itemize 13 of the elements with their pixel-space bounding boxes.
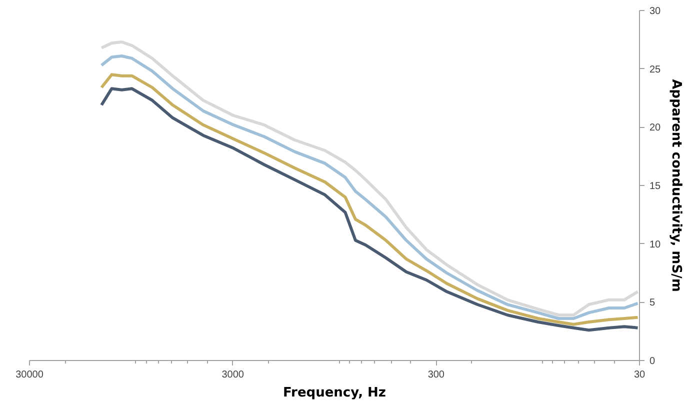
y-tick-label: 20 bbox=[650, 122, 662, 134]
y-tick-label: 10 bbox=[650, 239, 662, 250]
y-tick-label: 5 bbox=[650, 298, 656, 309]
y-tick-label: 25 bbox=[650, 64, 662, 76]
y-tick-label: 15 bbox=[650, 181, 662, 192]
y-axis-title: Apparent conductivity, mS/m bbox=[668, 79, 684, 292]
x-tick-label: 30 bbox=[634, 370, 646, 380]
x-axis-title: Frequency, Hz bbox=[283, 386, 386, 400]
x-tick-label: 30000 bbox=[16, 370, 44, 380]
x-tick-label: 300 bbox=[428, 370, 445, 380]
x-tick-label: 3000 bbox=[222, 370, 244, 380]
y-tick-label: 30 bbox=[650, 6, 662, 17]
y-tick-label: 0 bbox=[650, 356, 656, 367]
